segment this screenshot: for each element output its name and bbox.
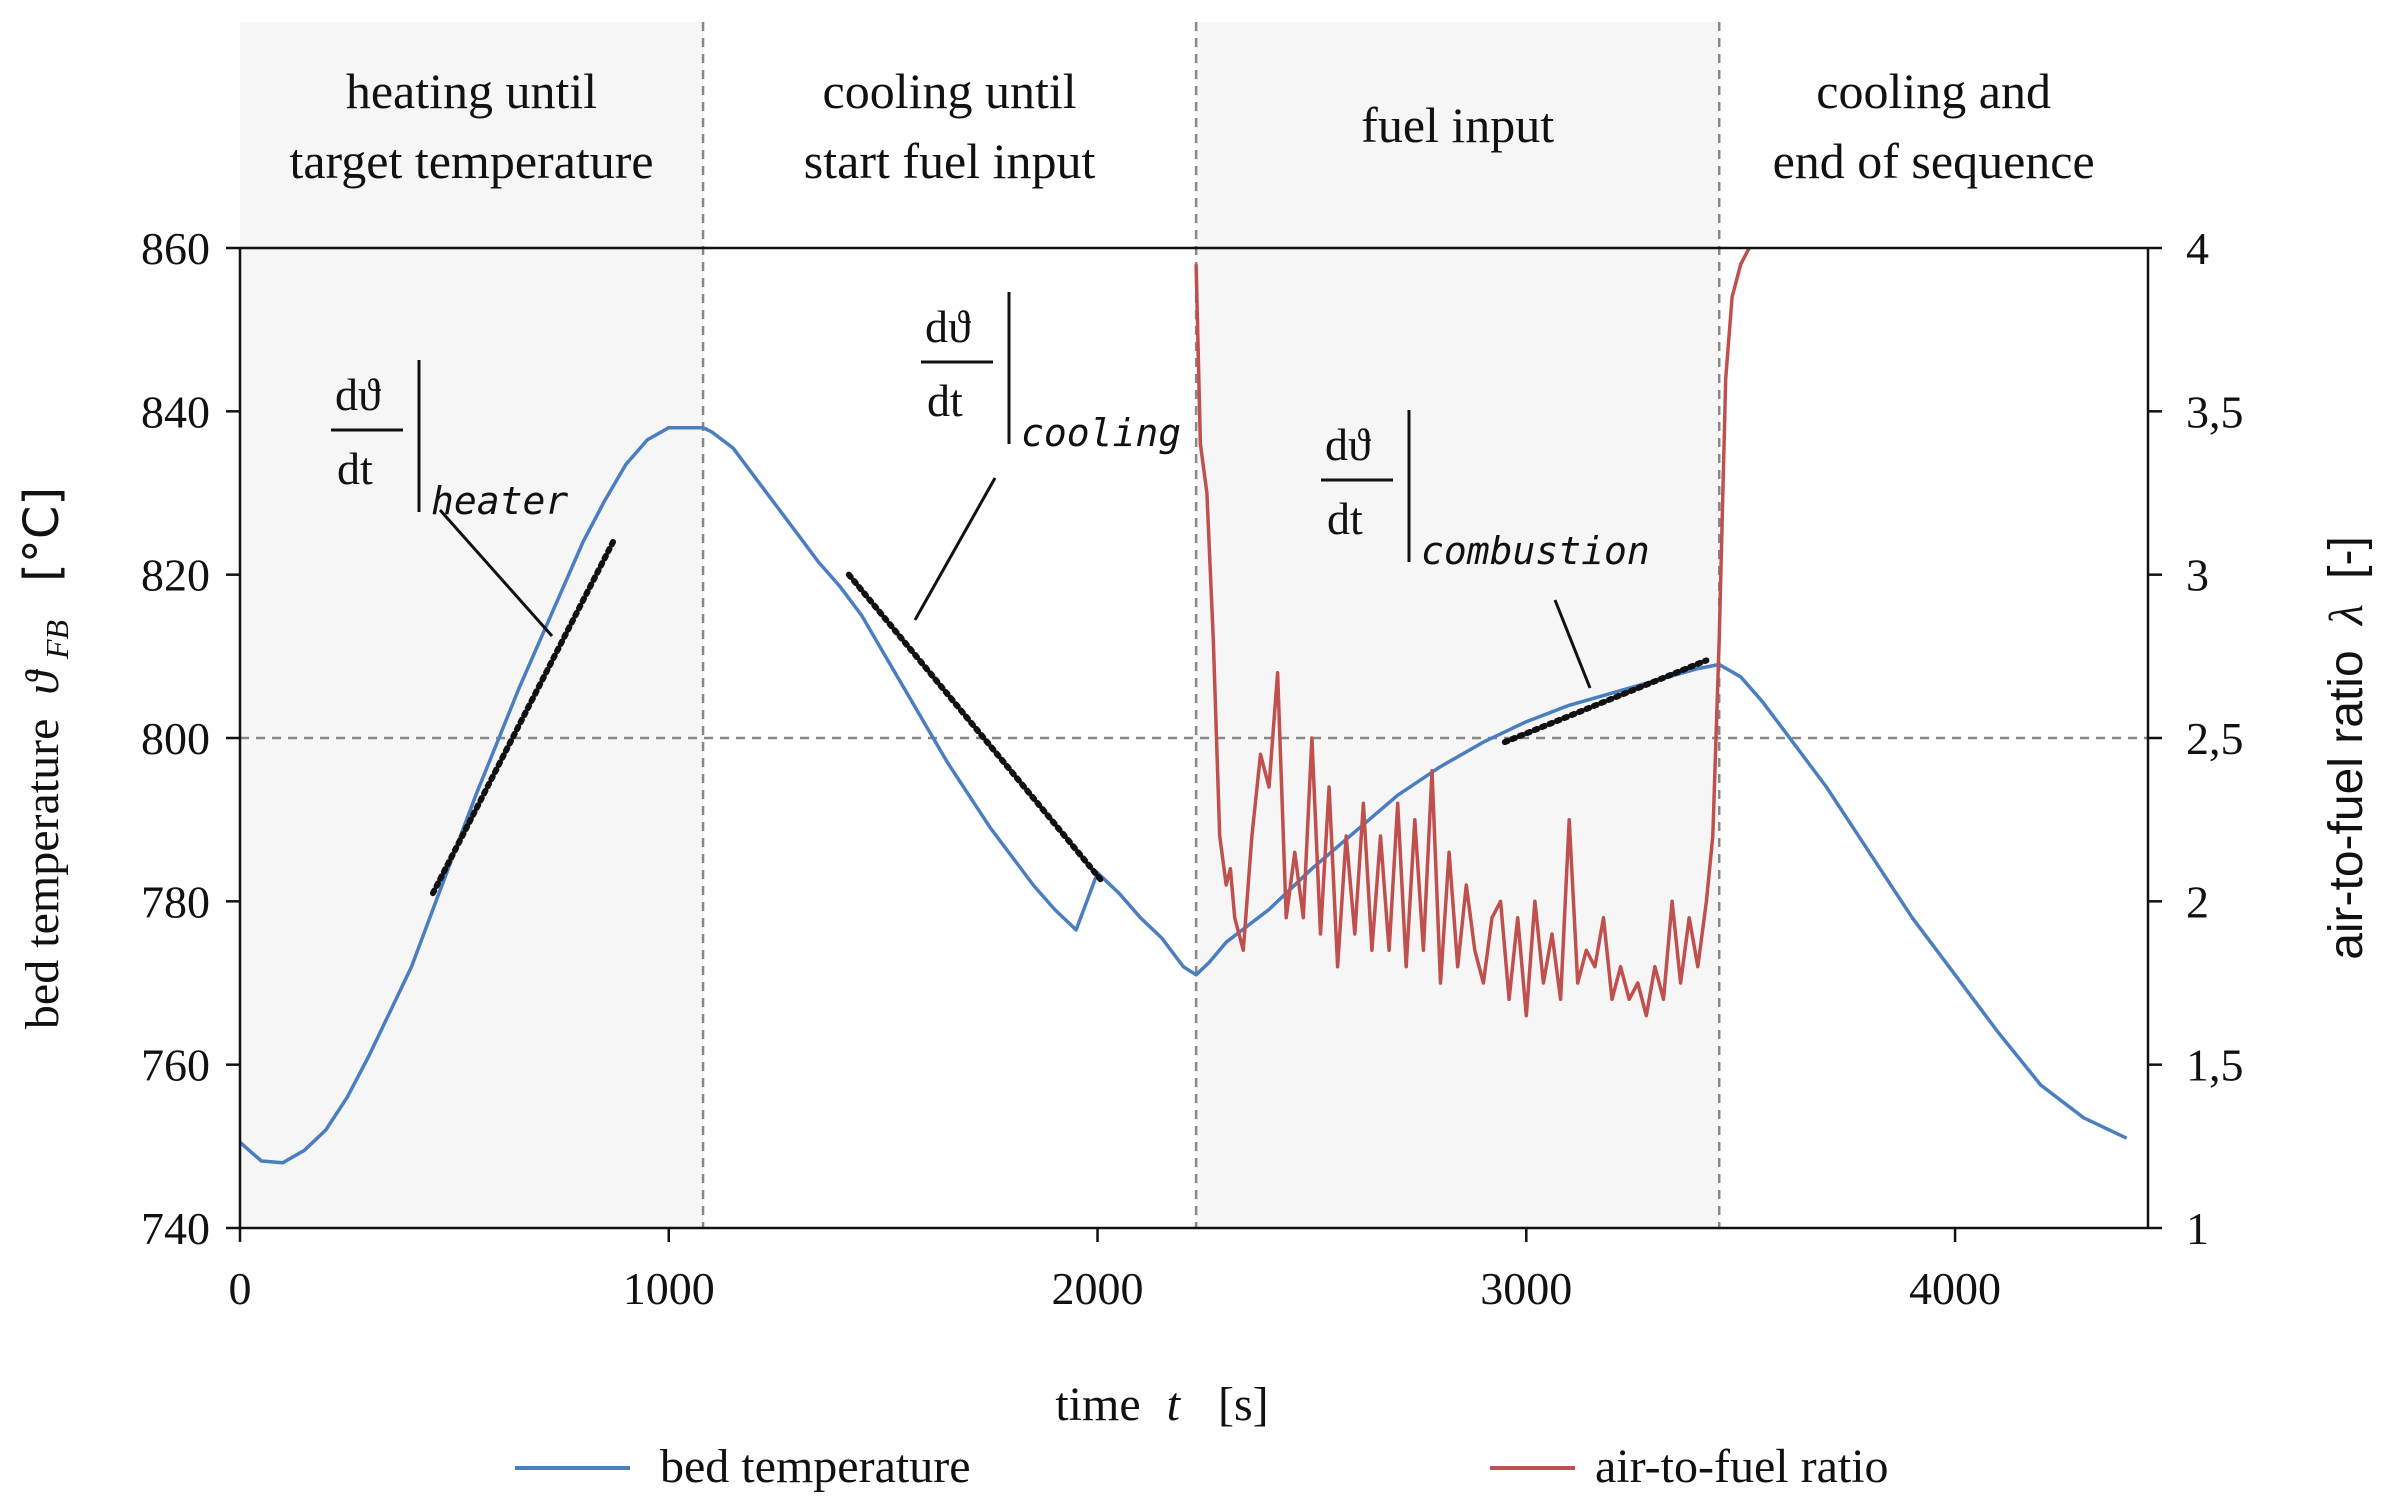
slope-leader-combustion bbox=[1553, 599, 1592, 689]
x-tick-label-1000: 1000 bbox=[623, 1263, 715, 1314]
y-left-tick-label-840: 840 bbox=[141, 386, 210, 437]
series-line-air-to-fuel-ratio bbox=[1194, 247, 1751, 1018]
tick-labels: 0 1000 2000 3000 4000 740 760 780 800 820 840 860 1 1… bbox=[141, 223, 2244, 1314]
slope-annotations: dϑ dt heater dϑ dt cooling dϑ dt combustion bbox=[331, 292, 1710, 897]
x-axis-title: time t [s] bbox=[1055, 1378, 1268, 1431]
slope-label-numerator-cooling: dϑ bbox=[925, 301, 971, 352]
y-right-tick-label-4: 4 bbox=[2186, 223, 2209, 274]
y-right-tick-label-2,5: 2,5 bbox=[2186, 713, 2244, 764]
slope-label-numerator-combustion: dϑ bbox=[1325, 419, 1371, 470]
legend-label-air-to-fuel-ratio: air-to-fuel ratio bbox=[1595, 1440, 1889, 1493]
y-left-tick-label-760: 760 bbox=[141, 1040, 210, 1091]
phase-label-4-line1: cooling and bbox=[1816, 63, 2051, 119]
y-left-tick-label-740: 740 bbox=[141, 1203, 210, 1254]
series-line-bed-temperature bbox=[238, 425, 2128, 1165]
reference-lines bbox=[240, 22, 2148, 1228]
axes bbox=[226, 246, 2162, 1242]
phase-background-1 bbox=[240, 22, 704, 1228]
phase-label-1-line2: target temperature bbox=[289, 133, 653, 189]
y-left-tick-label-800: 800 bbox=[141, 713, 210, 764]
y-right-tick-label-3,5: 3,5 bbox=[2186, 386, 2244, 437]
y-right-tick-label-1,5: 1,5 bbox=[2186, 1040, 2244, 1091]
legend: bed temperature air-to-fuel ratio bbox=[515, 1440, 1889, 1493]
y-right-tick-label-3: 3 bbox=[2186, 550, 2209, 601]
slope-leader-heater bbox=[438, 509, 554, 637]
phase-label-3-line1: fuel input bbox=[1361, 97, 1554, 153]
y-left-tick-label-780: 780 bbox=[141, 876, 210, 927]
x-tick-label-0: 0 bbox=[229, 1263, 252, 1314]
y-left-axis-title: bed temperature ϑ FB [°C] bbox=[14, 487, 79, 1029]
slope-leader-cooling bbox=[913, 477, 997, 621]
y-left-tick-label-820: 820 bbox=[141, 550, 210, 601]
phase-label-4-line2: end of sequence bbox=[1773, 133, 2095, 189]
slope-tangent-cooling bbox=[845, 571, 1105, 884]
slope-label-subscript-cooling: cooling bbox=[1021, 411, 1181, 455]
phase-label-1-line1: heating until bbox=[346, 63, 597, 119]
slope-label-denominator-heater: dt bbox=[337, 443, 373, 494]
slope-label-numerator-heater: dϑ bbox=[335, 369, 381, 420]
slope-tangent-combustion bbox=[1501, 657, 1710, 746]
phase-background-3 bbox=[1196, 22, 1720, 1228]
y-right-tick-label-1: 1 bbox=[2186, 1203, 2209, 1254]
legend-label-bed-temperature: bed temperature bbox=[660, 1440, 971, 1493]
x-tick-label-2000: 2000 bbox=[1052, 1263, 1144, 1314]
slope-tangent-heater bbox=[429, 539, 617, 897]
y-left-tick-label-860: 860 bbox=[141, 223, 210, 274]
x-tick-label-3000: 3000 bbox=[1480, 1263, 1572, 1314]
slope-label-denominator-combustion: dt bbox=[1327, 493, 1363, 544]
slope-label-subscript-heater: heater bbox=[431, 479, 568, 523]
slope-label-subscript-combustion: combustion bbox=[1421, 529, 1650, 573]
phase-labels: heating until target temperature cooling u… bbox=[289, 63, 2094, 189]
slope-label-denominator-cooling: dt bbox=[927, 375, 963, 426]
phase-label-2-line2: start fuel input bbox=[804, 133, 1096, 189]
phase-label-2-line1: cooling until bbox=[823, 63, 1077, 119]
y-right-tick-label-2: 2 bbox=[2186, 876, 2209, 927]
x-tick-label-4000: 4000 bbox=[1909, 1263, 2001, 1314]
y-right-axis-title: air-to-fuel ratio λ [-] bbox=[2320, 536, 2373, 960]
series-lines bbox=[238, 247, 2128, 1165]
phase-backgrounds bbox=[240, 22, 1720, 1228]
